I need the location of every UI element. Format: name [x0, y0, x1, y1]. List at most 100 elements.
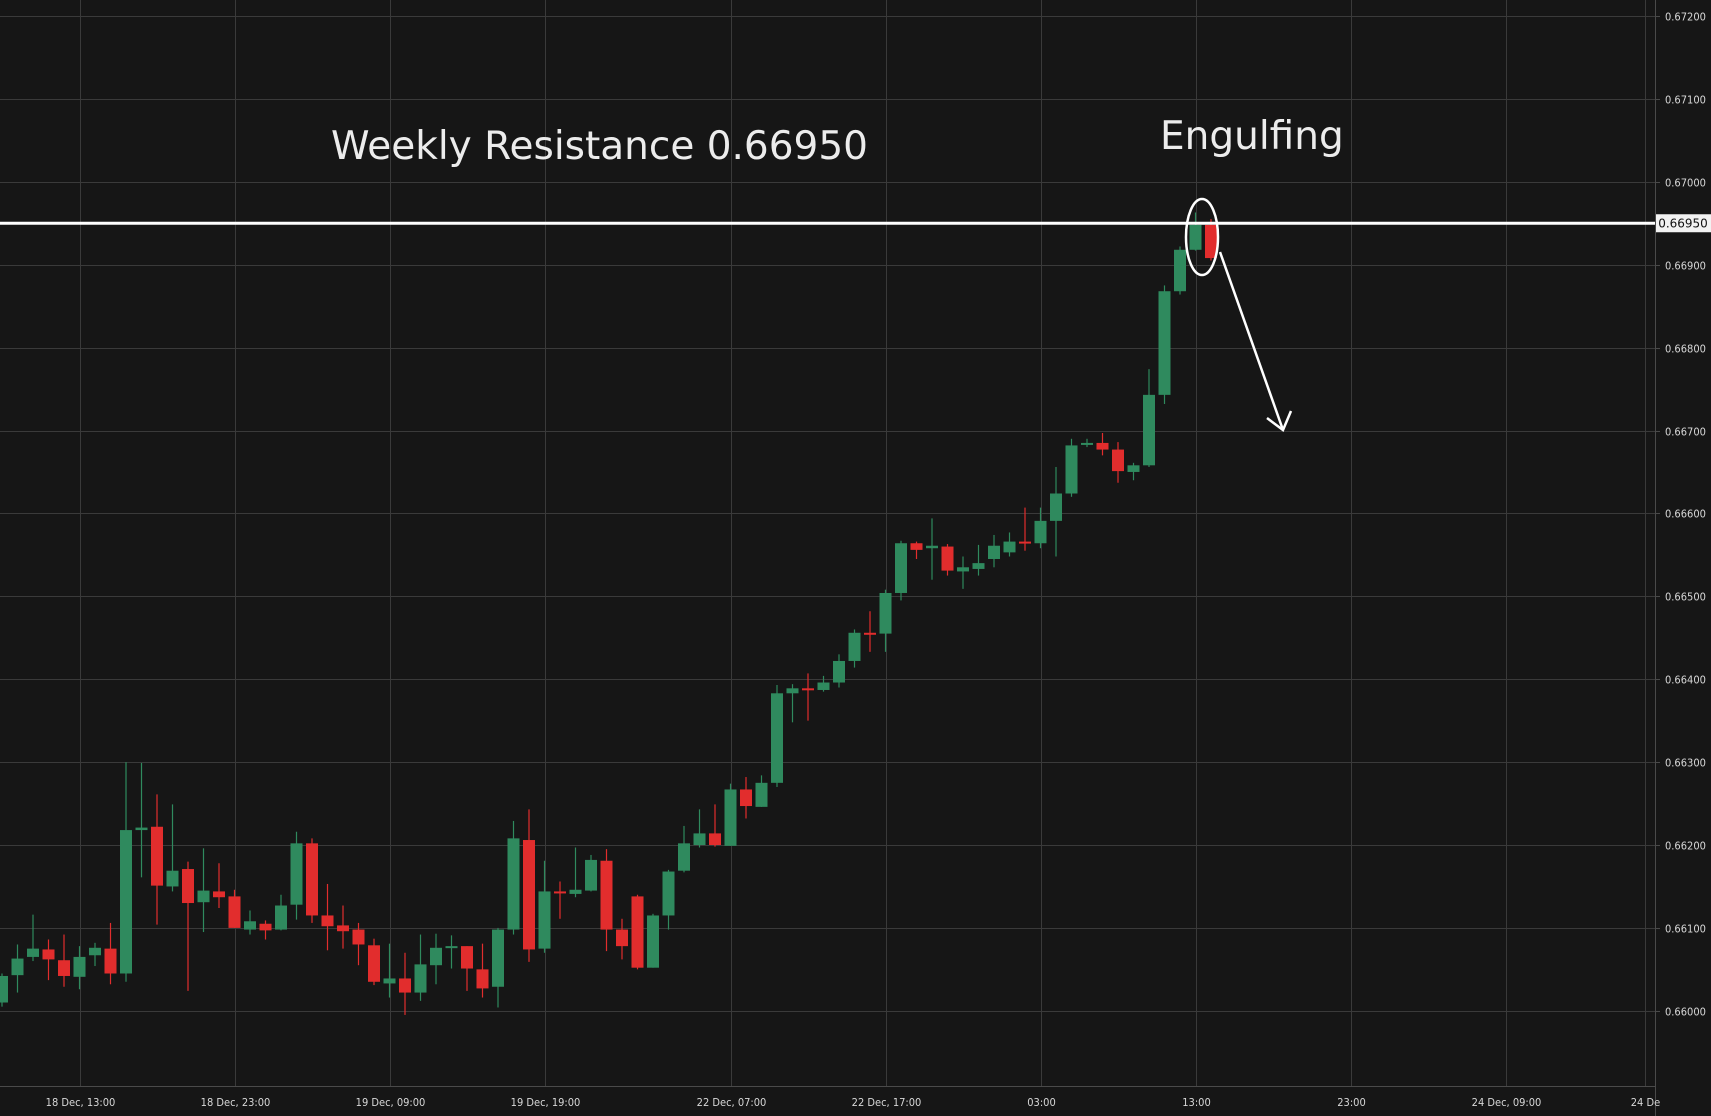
engulfing-highlight-ellipse — [1184, 197, 1220, 277]
candle-bullish — [1003, 532, 1016, 557]
candle-body — [11, 958, 24, 976]
y-tick-label: 0.66300 — [1665, 757, 1706, 770]
candle-bearish — [213, 863, 225, 909]
candle-body — [1112, 449, 1124, 472]
candle-body — [1003, 541, 1016, 553]
candle-body — [554, 891, 566, 894]
candle-body — [27, 948, 39, 957]
candle-bearish — [1112, 442, 1124, 483]
candle-body — [228, 896, 241, 928]
candle-bullish — [662, 869, 675, 930]
candle-bullish — [538, 860, 551, 953]
y-tick-label: 0.66900 — [1665, 260, 1706, 273]
candle-body — [1189, 224, 1202, 250]
candle-body — [461, 946, 473, 969]
candle-bearish — [616, 918, 628, 960]
candle-body — [848, 632, 861, 661]
candle-bearish — [864, 611, 876, 652]
candle-body — [523, 840, 535, 950]
candle-bullish — [1081, 438, 1093, 448]
candle-body — [89, 947, 101, 956]
candle-bullish — [275, 894, 287, 931]
candle-body — [135, 827, 148, 831]
candle-bearish — [321, 883, 334, 951]
y-tick-label: 0.67000 — [1665, 177, 1706, 190]
y-tick-label: 0.67100 — [1665, 94, 1706, 107]
candle-body — [1050, 493, 1062, 521]
candle-body — [972, 563, 985, 569]
candle-bullish — [430, 933, 442, 985]
candle-body — [104, 948, 117, 974]
candle-bullish — [678, 825, 690, 873]
x-tick-label: 03:00 — [1027, 1096, 1056, 1109]
candle-bullish — [73, 946, 86, 990]
x-tick-label: 19 Dec, 09:00 — [356, 1096, 426, 1109]
resistance-price-tag: 0.66950 — [1656, 214, 1711, 233]
candle-bullish — [1065, 438, 1078, 497]
candle-bearish — [151, 794, 163, 925]
candle-bullish — [833, 654, 845, 688]
candle-bullish — [1050, 466, 1062, 557]
candle-bearish — [182, 861, 194, 991]
candle-body — [755, 782, 768, 807]
x-tick-label: 19 Dec, 19:00 — [511, 1096, 581, 1109]
candle-body — [678, 843, 690, 871]
candle-body — [182, 869, 194, 904]
candle-body — [1174, 249, 1186, 292]
candle-body — [213, 891, 225, 898]
candle-bullish — [135, 762, 148, 878]
candle-bullish — [1189, 212, 1202, 251]
candle-bullish — [1034, 507, 1047, 549]
y-tick-label: 0.66800 — [1665, 343, 1706, 356]
candle-body — [1158, 291, 1171, 395]
candle-body — [1081, 442, 1093, 445]
x-tick-label: 24 De — [1631, 1096, 1660, 1109]
candle-body — [73, 956, 86, 977]
x-tick-label: 18 Dec, 13:00 — [46, 1096, 116, 1109]
candle-bullish — [166, 804, 179, 892]
candle-body — [600, 860, 613, 930]
candle-bearish — [554, 881, 566, 919]
candle-body — [337, 925, 349, 932]
candle-bearish — [523, 809, 535, 962]
candle-body — [895, 543, 907, 593]
y-tick-label: 0.66000 — [1665, 1006, 1706, 1019]
x-tick-label: 22 Dec, 17:00 — [852, 1096, 922, 1109]
time-axis[interactable]: 18 Dec, 13:00 18 Dec, 23:00 19 Dec, 09:00 1… — [46, 1096, 1661, 1109]
candle-bullish — [197, 848, 210, 933]
candle-bearish — [368, 938, 380, 986]
candle-body — [647, 915, 659, 968]
engulfing-annotation: Engulfing — [1160, 114, 1344, 159]
candle-body — [1034, 520, 1047, 544]
candle-body — [383, 978, 396, 984]
candle-body — [957, 567, 969, 572]
candle-body — [244, 921, 256, 930]
candle-bullish — [445, 935, 458, 969]
y-tick-label: 0.67200 — [1665, 11, 1706, 24]
candle-bullish — [89, 942, 101, 967]
candle-bearish — [1096, 432, 1109, 456]
y-tick-label: 0.66500 — [1665, 591, 1706, 604]
candle-bearish — [228, 889, 241, 928]
candle-body — [507, 838, 520, 930]
y-tick-label: 0.66600 — [1665, 508, 1706, 521]
candle-body — [259, 923, 272, 931]
candle-bearish — [461, 946, 473, 991]
x-tick-label: 24 Dec, 09:00 — [1472, 1096, 1542, 1109]
price-axis[interactable]: 0.67200 0.67100 0.67000 0.66900 0.66800 0.667… — [1655, 11, 1706, 1019]
candle-body — [492, 929, 504, 987]
candle-body — [1127, 465, 1140, 472]
weekly-resistance-annotation: Weekly Resistance 0.66950 — [331, 124, 868, 169]
candle-body — [290, 843, 303, 905]
candle-body — [0, 975, 8, 1003]
candle-body — [120, 830, 132, 974]
candle-body — [321, 915, 334, 927]
candle-body — [151, 826, 163, 886]
candle-bearish — [600, 849, 613, 952]
candle-bearish — [802, 673, 814, 721]
candle-bullish — [120, 762, 132, 982]
candle-bearish — [910, 541, 923, 559]
candle-body — [476, 969, 489, 989]
candle-bullish — [1174, 246, 1186, 295]
